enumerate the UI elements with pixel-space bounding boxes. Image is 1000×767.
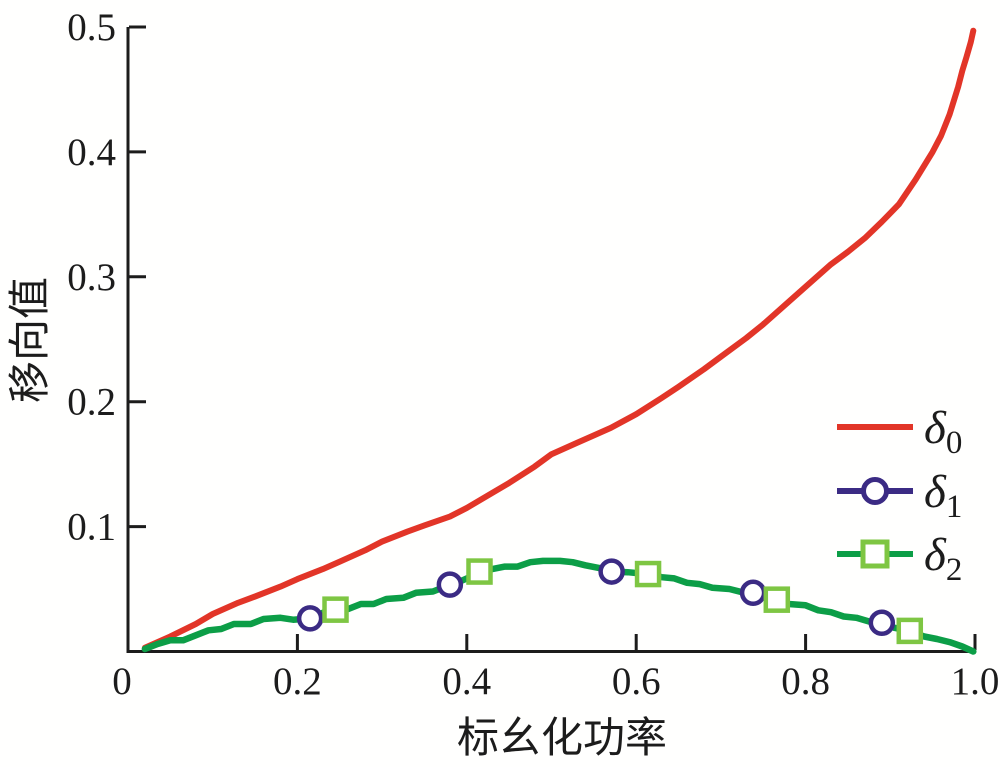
legend-label: δ0 [924,402,962,461]
x-tick-label: 1.0 [951,660,1000,703]
legend-label: δ2 [924,529,962,588]
legend-symbol: δ [924,402,947,454]
legend-marker-square [860,539,890,569]
y-tick-label: 0.1 [67,506,116,549]
series-delta1-marker-circle [868,609,896,637]
series-delta1-marker-circle [739,579,767,607]
y-tick-label: 0.4 [67,131,116,174]
legend-marker-circle [861,477,889,505]
series-delta2-marker-square [466,558,493,585]
x-tick-label: 0 [112,660,132,703]
legend-symbol: δ [924,529,947,581]
y-tick-label: 0.2 [67,381,116,424]
legend-label: δ1 [924,466,962,525]
series-delta2-marker-square [896,617,924,645]
series-delta1-marker-circle [296,605,324,632]
series-delta1-marker-circle [598,558,625,585]
axes-spines [126,27,975,653]
legend-subscript: 0 [946,425,963,461]
y-axis-label: 移向值 [8,277,54,403]
x-tick-label: 0.6 [612,660,661,703]
y-tick-label: 0.3 [67,256,116,299]
legend-symbol: δ [924,466,947,518]
series-delta2-marker-square [634,560,662,588]
x-tick-label: 0.8 [781,660,830,703]
x-axis-label: 标幺化功率 [457,715,667,762]
series-delta1-marker-circle [436,571,464,598]
legend-subscript: 1 [946,489,963,525]
y-tick-label: 0.5 [67,6,116,49]
series-delta2-marker-square [763,586,791,613]
x-tick-label: 0.2 [273,660,322,703]
legend-subscript: 2 [946,552,963,588]
x-tick-label: 0.4 [442,660,491,703]
series-delta2-line [141,557,977,655]
series-delta0-line [141,27,977,651]
series-delta2-marker-square [322,596,349,623]
